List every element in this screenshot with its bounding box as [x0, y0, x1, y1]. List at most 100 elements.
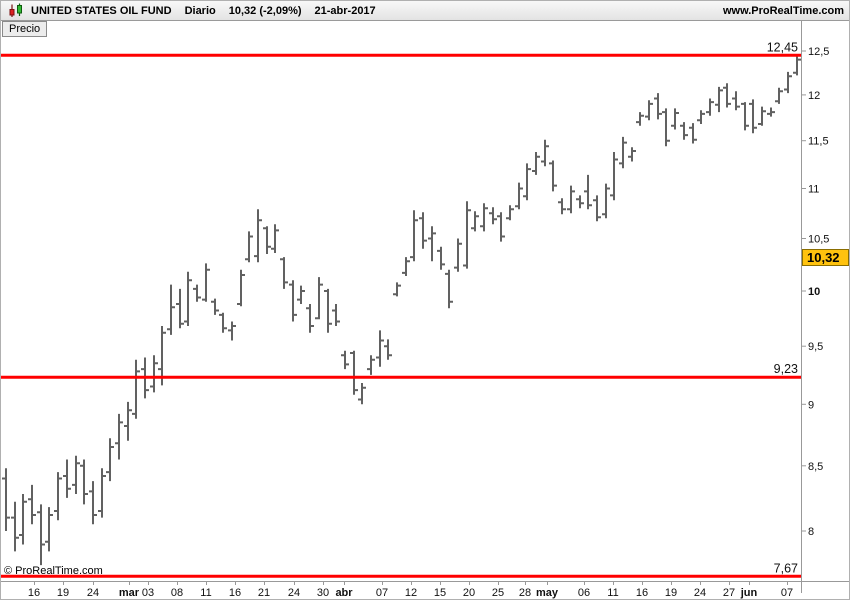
- ohlc-bar: [167, 284, 175, 335]
- date-tick-label: 12: [405, 587, 417, 599]
- ohlc-bar: [72, 455, 80, 494]
- ohlc-bar: [602, 183, 610, 219]
- ohlc-bar: [576, 195, 584, 209]
- ohlc-bar: [610, 152, 618, 201]
- ohlc-bar: [515, 182, 523, 210]
- ohlc-bar: [480, 203, 488, 232]
- ohlc-bar: [793, 55, 801, 76]
- price-tick-label: 12,5: [808, 46, 829, 58]
- ohlc-bar: [749, 99, 757, 134]
- ohlc-bar: [471, 211, 479, 232]
- ohlc-bar: [245, 231, 253, 263]
- ohlc-bar: [211, 298, 219, 315]
- price-tick-label: 8,5: [808, 461, 823, 473]
- ohlc-bar: [115, 413, 123, 460]
- level-label: 9,23: [774, 362, 798, 376]
- ohlc-bar: [228, 321, 236, 341]
- date-tick-label: 21: [258, 587, 270, 599]
- ohlc-bar: [19, 494, 27, 545]
- ohlc-bar: [193, 284, 201, 302]
- ohlc-bar: [549, 160, 557, 192]
- ohlc-bar: [775, 87, 783, 104]
- date-tick-label: 28: [519, 587, 531, 599]
- date-tick-label: 19: [57, 587, 69, 599]
- ohlc-bar: [45, 507, 53, 552]
- price-tick-label: 12: [808, 90, 820, 102]
- ohlc-bar: [689, 123, 697, 144]
- date-axis[interactable]: 16 19 24 mar 03 08 11 16 21 24 30 abr 07 12 15 20 25 28 ma…: [1, 581, 850, 599]
- ohlc-bar: [767, 107, 775, 117]
- date-tick-label: 16: [229, 587, 241, 599]
- ohlc-bar: [341, 350, 349, 370]
- ohlc-bar: [567, 185, 575, 214]
- ohlc-bar: [662, 108, 670, 147]
- date-tick-label: 24: [694, 587, 706, 599]
- ohlc-bar: [402, 257, 410, 276]
- ohlc-bar: [376, 330, 384, 367]
- ohlc-bar: [358, 383, 366, 405]
- level-label: 7,67: [774, 561, 798, 575]
- ohlc-bar: [619, 136, 627, 169]
- ohlc-bar: [628, 147, 636, 162]
- ohlc-bar: [80, 459, 88, 505]
- ohlc-bar: [263, 226, 271, 254]
- ohlc-bar: [741, 102, 749, 131]
- date-tick-label: 11: [200, 587, 211, 599]
- price-tick-label: 11: [808, 184, 819, 196]
- date-tick-label: 25: [492, 587, 504, 599]
- ohlc-bar: [732, 91, 740, 111]
- level-label: 12,45: [767, 40, 798, 54]
- ohlc-bar: [89, 481, 97, 525]
- ohlc-bar: [410, 210, 418, 262]
- ohlc-bar: [715, 86, 723, 113]
- ohlc-bar: [419, 212, 427, 249]
- ohlc-bar: [2, 468, 10, 531]
- ohlc-bars: [2, 55, 801, 566]
- price-tick-label: 10: [808, 286, 820, 298]
- ohlc-bar: [289, 280, 297, 322]
- ohlc-bar: [106, 438, 114, 482]
- ohlc-bar: [428, 226, 436, 262]
- date-tick-label: 08: [171, 587, 183, 599]
- price-axis[interactable]: 12,5 12 11,5 11 10,5 10 9,5 9 8,5 8: [801, 21, 829, 593]
- date-tick-label: may: [536, 587, 559, 599]
- ohlc-bar: [489, 207, 497, 225]
- ohlc-bar: [497, 212, 505, 242]
- ohlc-bar: [124, 401, 132, 441]
- ohlc-bar: [176, 288, 184, 329]
- ohlc-bar: [758, 106, 766, 126]
- price-tick-label: 8: [808, 526, 814, 538]
- ohlc-bar: [367, 355, 375, 375]
- ohlc-bar: [28, 484, 36, 525]
- ohlc-bar: [706, 98, 714, 116]
- ohlc-bar: [723, 83, 731, 108]
- quote-date: 21-abr-2017: [314, 4, 376, 17]
- prorealtime-watermark-link[interactable]: © ProRealTime.com: [4, 565, 103, 577]
- last-quote: 10,32 (-2,09%): [228, 4, 302, 17]
- ohlc-bar: [506, 205, 514, 221]
- ohlc-bar: [558, 198, 566, 215]
- ohlc-bar: [636, 112, 644, 126]
- date-tick-label: abr: [335, 587, 353, 599]
- ohlc-bar: [98, 468, 106, 518]
- ohlc-bar: [584, 174, 592, 210]
- date-tick-label: 20: [463, 587, 475, 599]
- ohlc-bar: [463, 201, 471, 269]
- ohlc-bar: [384, 339, 392, 360]
- date-tick-label: 24: [87, 587, 99, 599]
- date-tick-label: 07: [781, 587, 793, 599]
- tab-precio[interactable]: Precio: [2, 21, 48, 37]
- date-tick-label: 27: [723, 587, 735, 599]
- price-tick-label: 11,5: [808, 136, 829, 148]
- ohlc-bar: [697, 110, 705, 124]
- ohlc-bar: [445, 269, 453, 309]
- ohlc-bar: [350, 350, 358, 395]
- ohlc-bar: [523, 163, 531, 201]
- ohlc-bar: [237, 269, 245, 307]
- ohlc-bar: [306, 304, 314, 333]
- date-tick-label: 24: [288, 587, 300, 599]
- date-tick-label: mar: [119, 587, 140, 599]
- date-tick-label: 19: [665, 587, 677, 599]
